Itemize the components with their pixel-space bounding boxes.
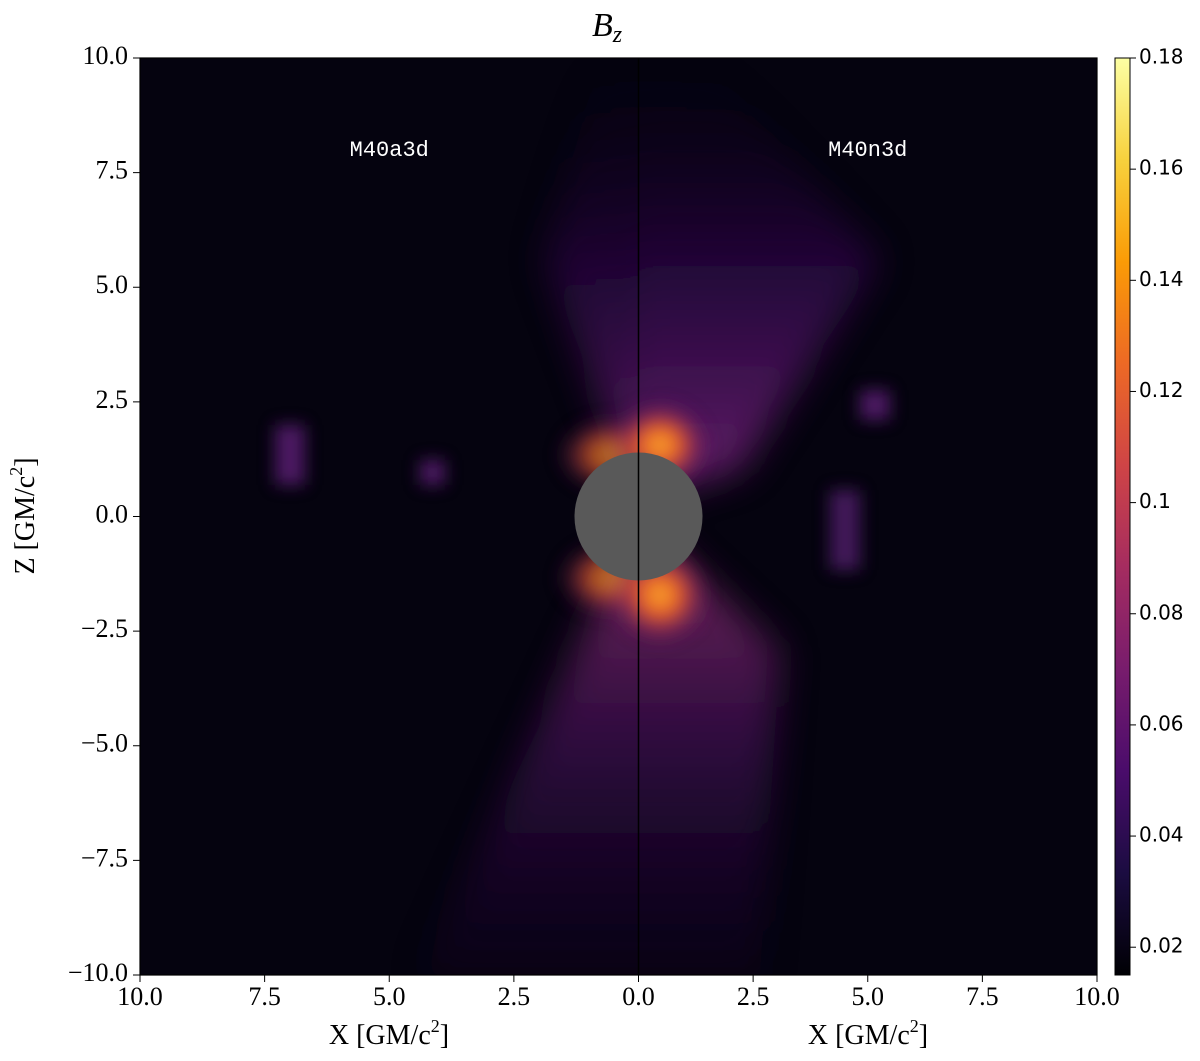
x-axis-label: X [GM/c2] [808, 1016, 928, 1051]
x-tick-label: 2.5 [498, 982, 531, 1011]
colorbar-tick-label: 0.14 [1139, 267, 1184, 291]
y-tick-label: 10.0 [83, 41, 129, 70]
y-tick-label: −7.5 [81, 843, 128, 872]
y-tick-label: 2.5 [96, 385, 129, 414]
x-tick-label: 7.5 [966, 982, 999, 1011]
colorbar-tick-label: 0.18 [1139, 45, 1184, 69]
colorbar [1114, 57, 1131, 976]
y-tick-label: 5.0 [96, 270, 129, 299]
colorbar-tick-label: 0.12 [1139, 378, 1184, 402]
colorbar-tick-label: 0.16 [1139, 156, 1184, 180]
panel-label: M40a3d [350, 138, 429, 163]
x-tick-label: 10.0 [1074, 982, 1120, 1011]
x-tick-label: 2.5 [737, 982, 770, 1011]
colorbar-tick-label: 0.1 [1139, 489, 1171, 513]
x-tick-label: 5.0 [852, 982, 885, 1011]
x-tick-label: 0.0 [622, 982, 655, 1011]
colorbar-tick-label: 0.02 [1139, 934, 1184, 958]
x-tick-label: 5.0 [373, 982, 406, 1011]
chart-title: Bz [592, 7, 623, 48]
y-tick-label: 0.0 [96, 499, 129, 528]
x-axis-label: X [GM/c2] [329, 1016, 449, 1051]
y-tick-label: −5.0 [81, 729, 128, 758]
y-tick-label: −2.5 [81, 614, 128, 643]
colorbar-tick-label: 0.04 [1139, 823, 1184, 847]
panel-label: M40n3d [828, 138, 907, 163]
y-axis-label: Z [GM/c2] [6, 457, 41, 574]
y-tick-label: −10.0 [68, 958, 128, 987]
field-glow [420, 58, 880, 975]
x-tick-label: 7.5 [248, 982, 281, 1011]
colorbar-tick-label: 0.06 [1139, 711, 1184, 735]
y-tick-label: 7.5 [96, 156, 129, 185]
colorbar-tick-label: 0.08 [1139, 600, 1184, 624]
x-tick-label: 10.0 [117, 982, 163, 1011]
heatmap-field [140, 58, 1097, 975]
